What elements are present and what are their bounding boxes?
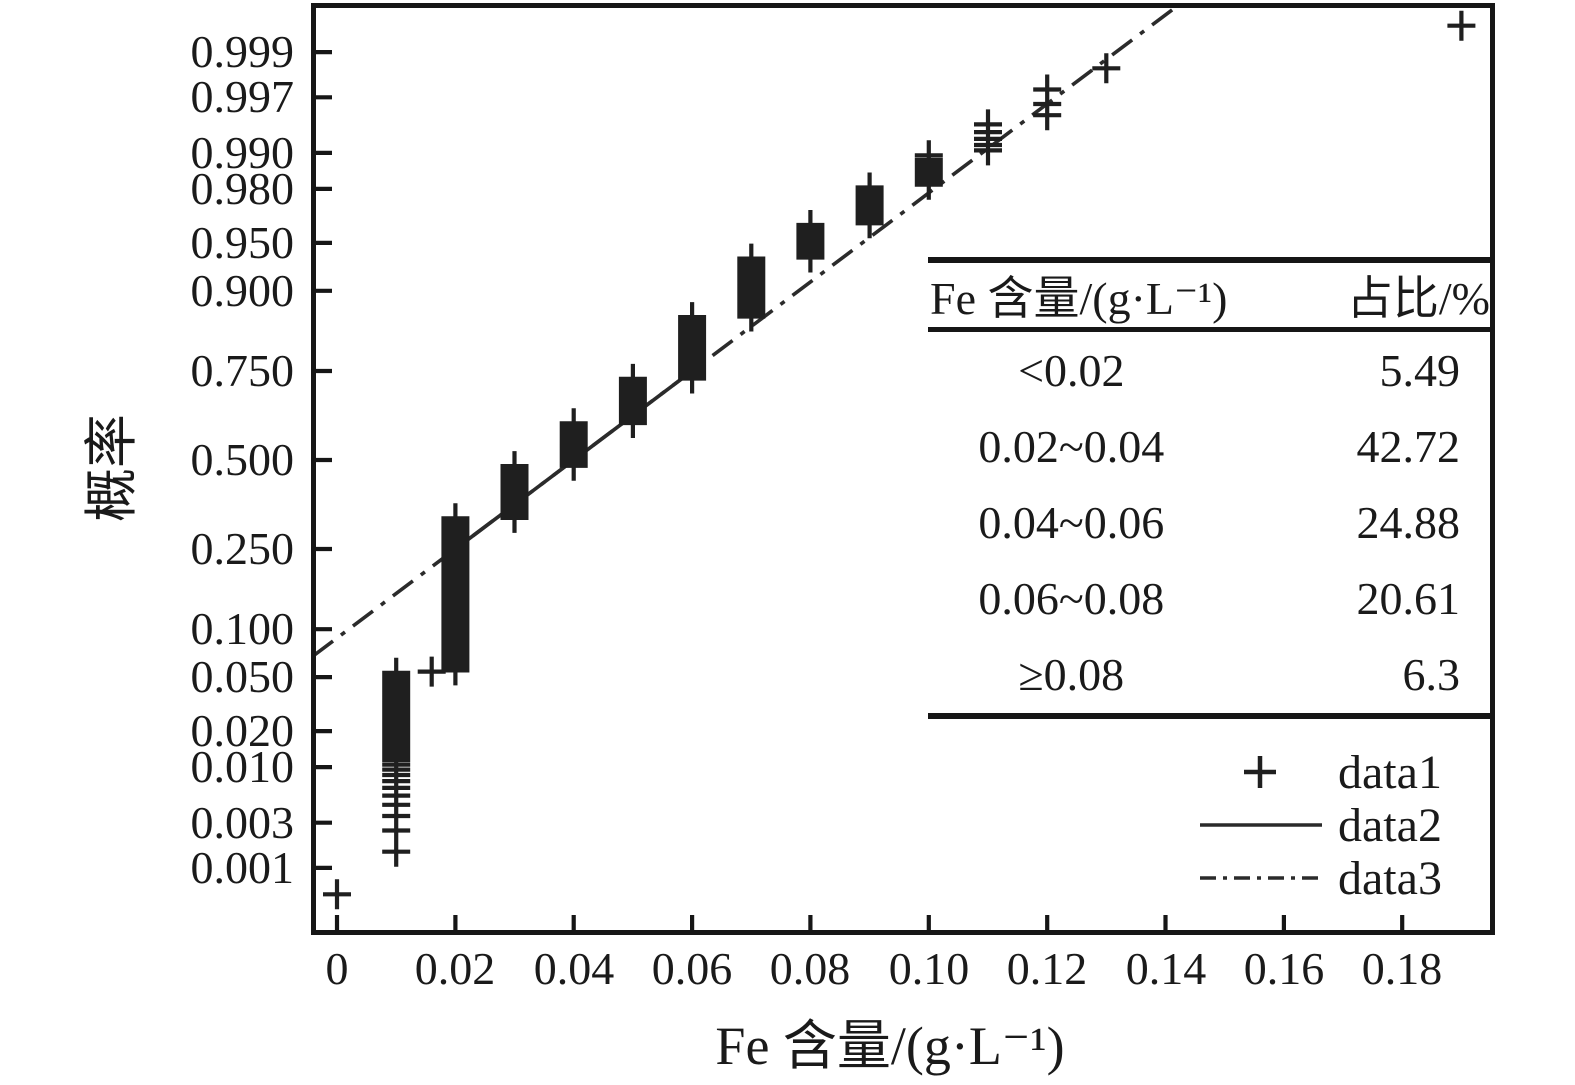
fe-range-cell: 0.06~0.08 — [978, 573, 1165, 625]
dash-dot-line-icon — [1200, 876, 1322, 880]
table-body: <0.02 5.49 0.02~0.04 42.72 0.04~0.06 24.… — [928, 332, 1490, 713]
x-tick-label: 0.10 — [888, 943, 970, 994]
table-row: ≥0.08 6.3 — [928, 637, 1490, 713]
legend-entry-data2: data2 — [1192, 799, 1492, 852]
y-tick-label: 0.980 — [190, 163, 295, 214]
legend-entry-data1: data1 — [1192, 746, 1492, 799]
percent-cell: 24.88 — [1356, 497, 1460, 548]
x-tick-label: 0 — [325, 943, 349, 994]
table-row: <0.02 5.49 — [928, 332, 1490, 408]
y-tick-label: 0.050 — [190, 651, 295, 702]
y-tick-label: 0.003 — [190, 797, 295, 848]
x-tick-label: 0.14 — [1125, 943, 1207, 994]
y-tick-label: 0.500 — [190, 434, 295, 485]
y-axis-title: 概率 — [82, 414, 142, 522]
axes-box — [311, 3, 1495, 935]
fe-content-share-table: Fe 含量/(g·L⁻¹) 占比/% <0.02 5.49 0.02~0.04 … — [928, 257, 1490, 719]
fe-range-cell: ≥0.08 — [1018, 649, 1125, 701]
x-axis-title: Fe 含量/(g·L⁻¹) — [715, 1016, 1065, 1076]
percent-cell: 6.3 — [1402, 649, 1460, 701]
legend: data1 data2 data3 — [1192, 746, 1492, 905]
y-tick-label: 0.750 — [190, 345, 295, 396]
legend-label: data2 — [1338, 799, 1442, 852]
table-row: 0.06~0.08 20.61 — [928, 561, 1490, 637]
table-header-row: Fe 含量/(g·L⁻¹) 占比/% — [928, 263, 1490, 332]
solid-line-icon — [1200, 823, 1322, 827]
x-tick-label: 0.06 — [651, 943, 733, 994]
table-header-fe-content: Fe 含量/(g·L⁻¹) — [930, 273, 1228, 324]
percent-cell: 20.61 — [1356, 573, 1460, 625]
x-tick-label: 0.16 — [1243, 943, 1325, 994]
x-tick-label: 0.08 — [769, 943, 851, 994]
percent-cell: 42.72 — [1356, 420, 1460, 472]
x-tick-label: 0.04 — [533, 943, 615, 994]
fe-range-cell: 0.02~0.04 — [978, 420, 1165, 472]
legend-label: data1 — [1338, 746, 1442, 799]
y-tick-label: 0.999 — [190, 26, 295, 77]
y-tick-label: 0.020 — [190, 705, 295, 756]
fe-range-cell: 0.04~0.06 — [978, 497, 1165, 548]
table-row: 0.04~0.06 24.88 — [928, 484, 1490, 560]
legend-label: data3 — [1338, 852, 1442, 905]
y-tick-label: 0.010 — [190, 741, 295, 792]
y-tick-label: 0.100 — [190, 603, 295, 654]
y-tick-label: 0.997 — [190, 71, 295, 122]
percent-cell: 5.49 — [1379, 344, 1460, 396]
y-tick-label: 0.001 — [190, 842, 295, 893]
x-tick-label: 0.18 — [1361, 943, 1443, 994]
legend-entry-data3: data3 — [1192, 852, 1492, 905]
y-tick-label: 0.900 — [190, 265, 295, 316]
data1-markers — [323, 10, 1476, 910]
plus-marker-icon — [1244, 756, 1276, 788]
x-tick-label: 0.02 — [414, 943, 496, 994]
table-header-percent: 占比/% — [1346, 273, 1490, 324]
y-tick-label: 0.950 — [190, 217, 295, 268]
table-row: 0.02~0.04 42.72 — [928, 408, 1490, 484]
fe-range-cell: <0.02 — [1018, 344, 1125, 396]
y-tick-label: 0.250 — [190, 523, 295, 574]
y-tick-label: 0.990 — [190, 127, 295, 178]
x-tick-label: 0.12 — [1006, 943, 1088, 994]
